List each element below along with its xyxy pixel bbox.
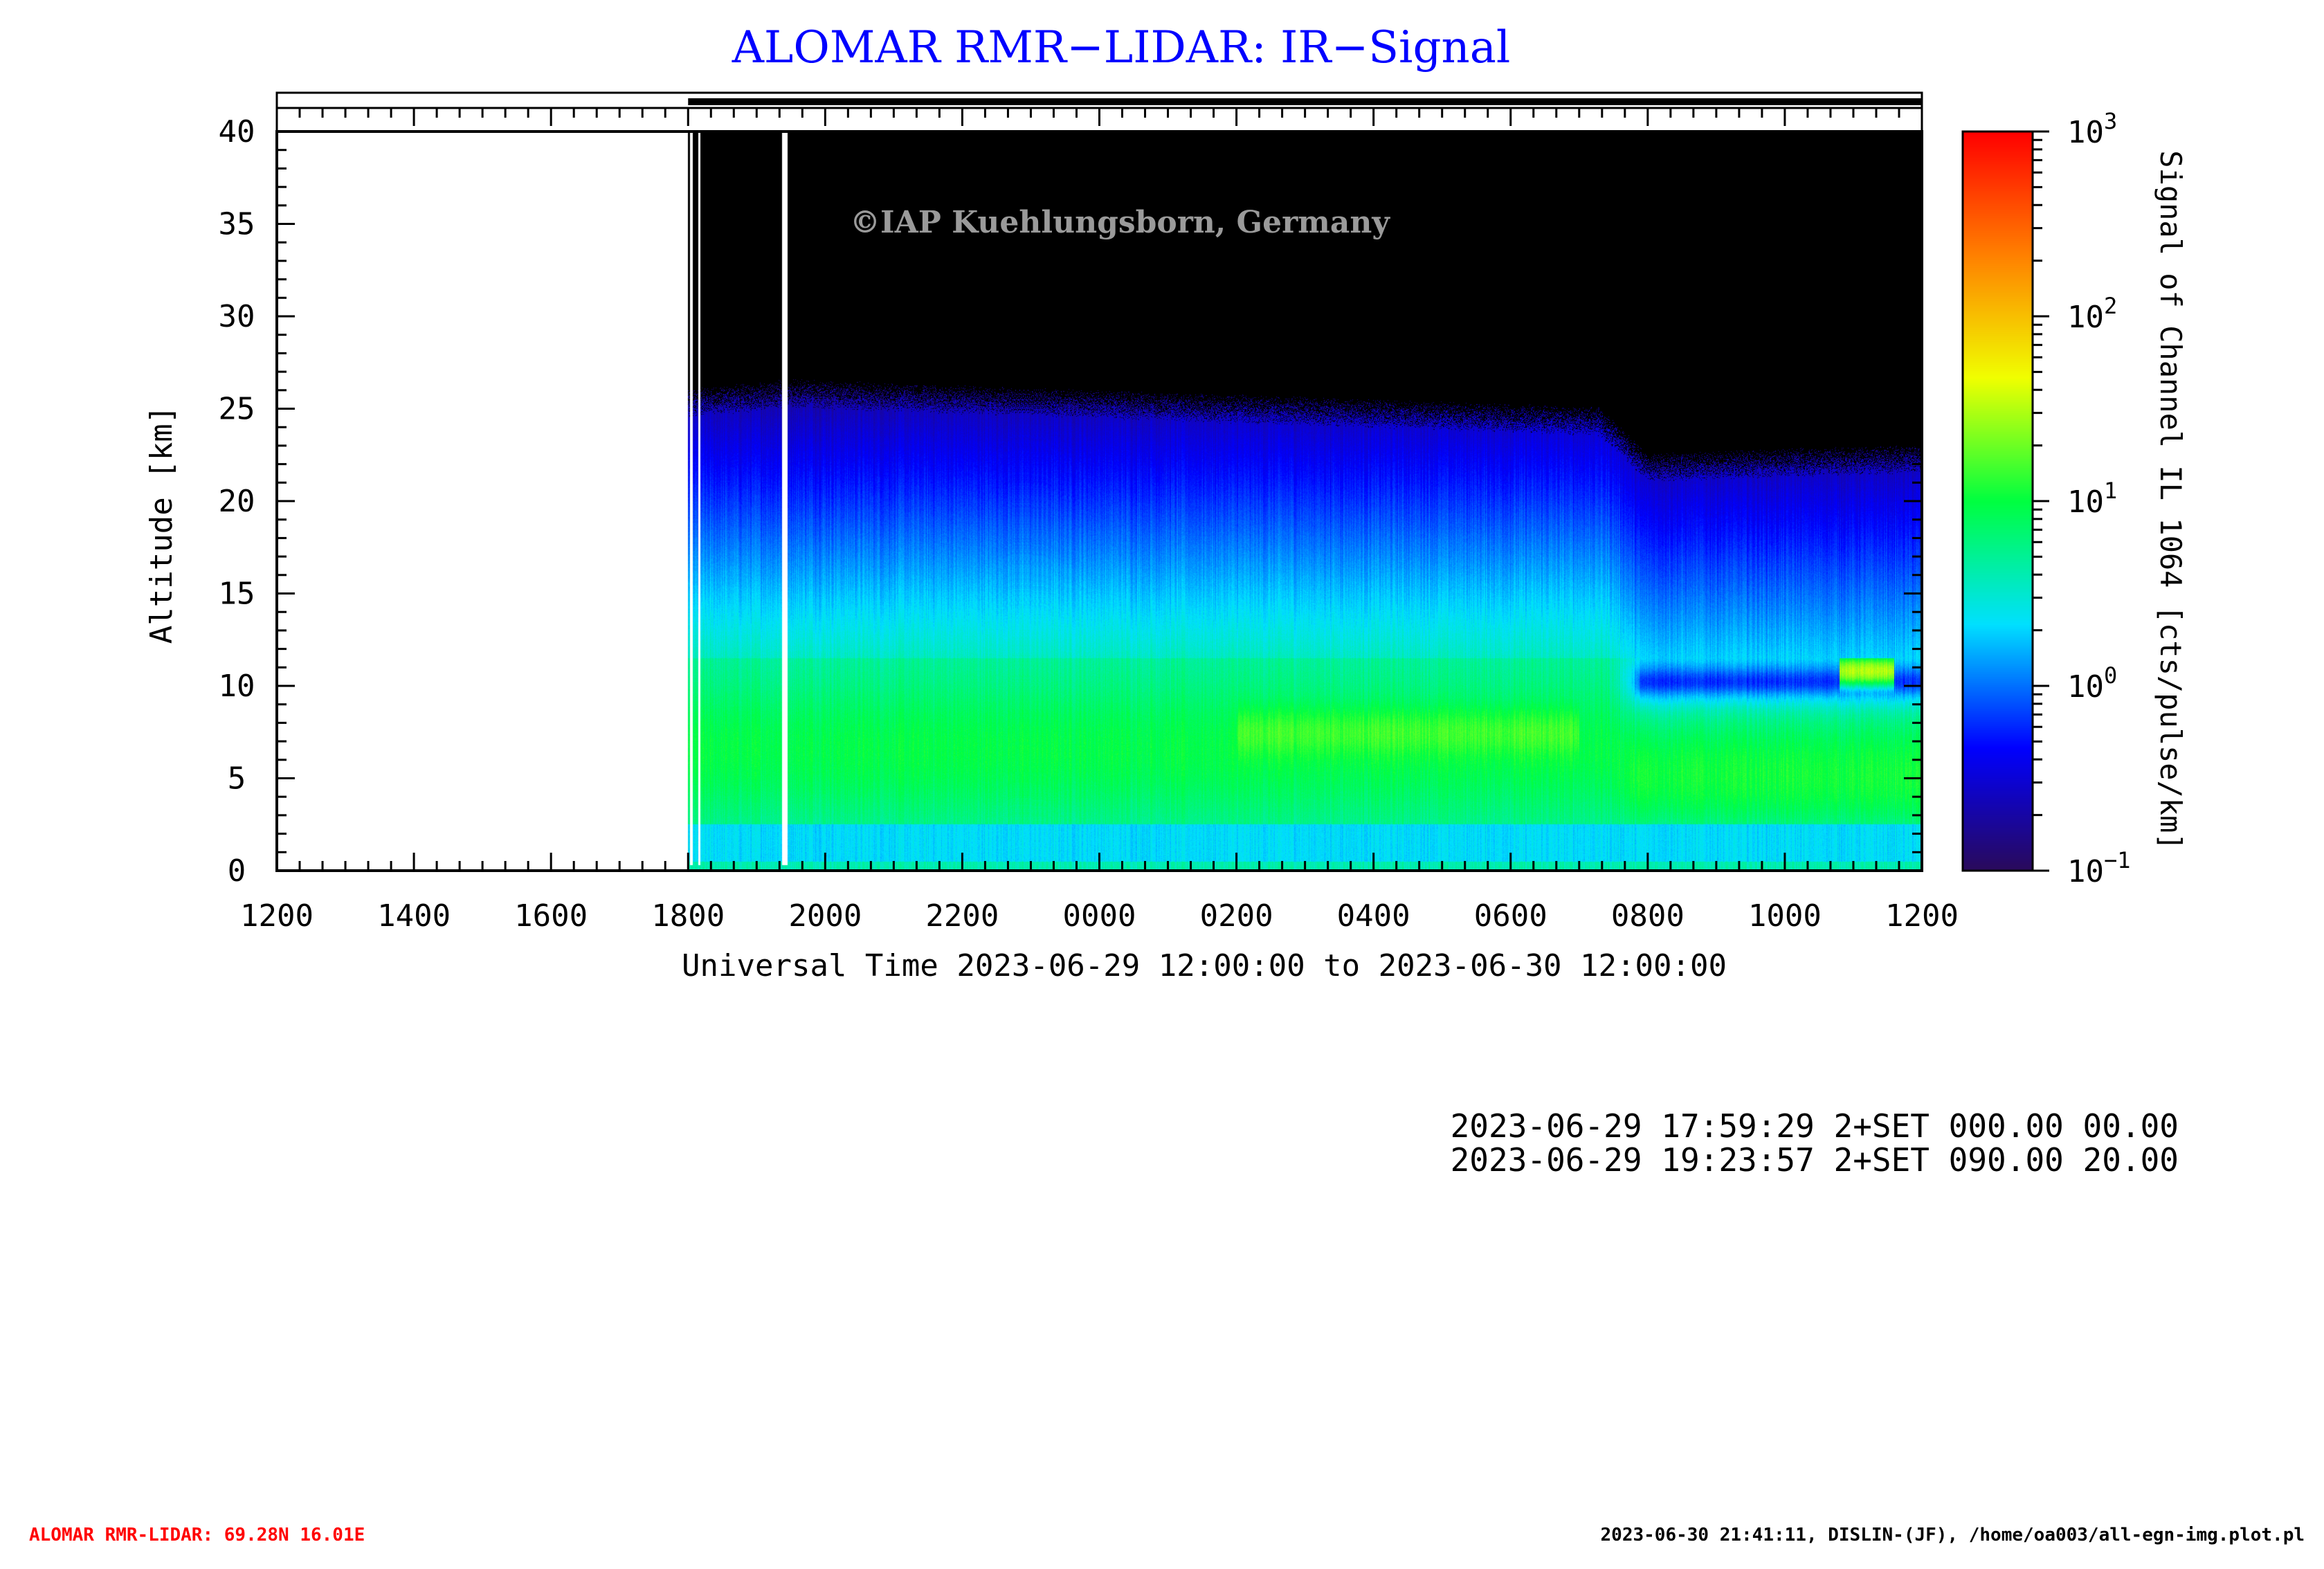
x-tick-label: 0400	[1337, 898, 1410, 934]
y-tick-label: 30	[219, 299, 255, 334]
y-tick-label: 35	[219, 207, 255, 242]
y-tick-label: 10	[219, 669, 255, 704]
colorbar-tick-exponent: 1	[2104, 478, 2117, 504]
x-tick-label: 0600	[1474, 898, 1547, 934]
colorbar-tick-label: 103	[2067, 108, 2117, 150]
colorbar-label: Signal of Channel IL 1064 [cts/pulse/km]	[2154, 150, 2188, 850]
colorbar-tick-label: 100	[2067, 662, 2117, 705]
x-tick-label: 1200	[240, 898, 314, 934]
colorbar-tick-label: 10−1	[2067, 847, 2131, 889]
x-tick-label: 0800	[1611, 898, 1685, 934]
chart-title: ALOMAR RMR−LIDAR: IR−Signal	[732, 22, 1511, 73]
footer-plot-info: 2023-06-30 21:41:11, DISLIN-(JF), /home/…	[1601, 1525, 2305, 1545]
x-tick-label: 1600	[514, 898, 588, 934]
x-tick-label: 1800	[651, 898, 725, 934]
measurement-log-line: 2023-06-29 19:23:57 2+SET 090.00 20.00	[1451, 1141, 2179, 1179]
y-tick-label: 15	[219, 577, 255, 612]
y-tick-label: 0	[228, 853, 246, 889]
x-tick-label: 1400	[377, 898, 451, 934]
x-tick-label: 1000	[1748, 898, 1822, 934]
footer-station-info: ALOMAR RMR-LIDAR: 69.28N 16.01E	[29, 1525, 365, 1545]
run-indicator-active-bar	[688, 98, 1922, 105]
colorbar-frame	[1961, 130, 2034, 872]
x-tick-label: 2000	[788, 898, 862, 934]
measurement-log-line: 2023-06-29 17:59:29 2+SET 000.00 00.00	[1451, 1107, 2179, 1145]
x-tick-label: 0200	[1200, 898, 1273, 934]
y-tick-label: 5	[228, 761, 246, 797]
y-tick-label: 25	[219, 392, 255, 427]
colorbar-tick-exponent: 2	[2104, 293, 2117, 319]
x-tick-label: 1200	[1885, 898, 1959, 934]
colorbar-tick-exponent: −1	[2104, 847, 2131, 873]
x-tick-label: 0000	[1063, 898, 1136, 934]
y-axis-label: Altitude [km]	[144, 406, 179, 644]
x-axis-label: Universal Time 2023-06-29 12:00:00 to 20…	[682, 948, 1727, 983]
colorbar-tick-label: 102	[2067, 293, 2117, 335]
plot-frame	[275, 130, 1923, 872]
colorbar-tick-label: 101	[2067, 478, 2117, 520]
x-tick-label: 2200	[925, 898, 999, 934]
y-tick-label: 40	[219, 114, 255, 149]
colorbar-tick-exponent: 0	[2104, 662, 2117, 689]
colorbar-tick-exponent: 3	[2104, 108, 2117, 134]
y-tick-label: 20	[219, 484, 255, 519]
watermark: ©IAP Kuehlungsborn, Germany	[850, 205, 1390, 240]
axes: 1200 1400 1600 1800 2000 2200 0000 0200 0400 0600…	[219, 91, 2131, 934]
